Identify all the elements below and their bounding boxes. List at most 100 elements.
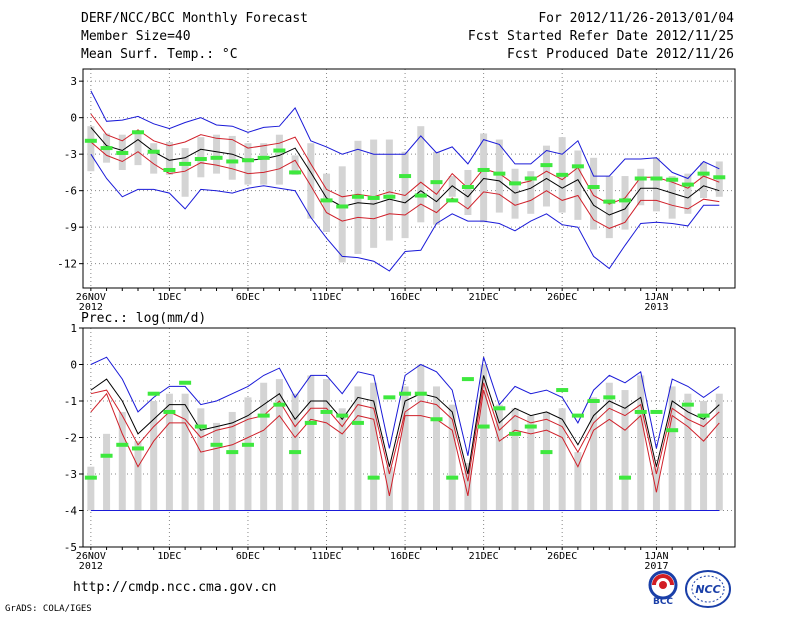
temp-xtick-label: 1JAN bbox=[644, 292, 668, 303]
prec-observed-marker bbox=[179, 380, 192, 385]
temp-xtick-label: 26DEC bbox=[547, 292, 577, 303]
prec-observed-marker bbox=[414, 391, 427, 396]
temp-xtick-label: 6DEC bbox=[236, 292, 260, 303]
temp-observed-marker bbox=[603, 199, 616, 204]
prec-ytick-label: 1 bbox=[70, 322, 77, 335]
temp-spread-box bbox=[307, 143, 315, 219]
temp-observed-marker bbox=[681, 182, 694, 187]
prec-spread-box bbox=[652, 466, 660, 511]
temp-observed-marker bbox=[666, 177, 679, 182]
temp-spread-box bbox=[323, 173, 331, 233]
prec-spread-box bbox=[213, 422, 221, 511]
prec-spread-box bbox=[542, 411, 550, 511]
temp-observed-marker bbox=[524, 176, 537, 181]
temp-observed-marker bbox=[226, 159, 239, 164]
prec-panel-title: Prec.: log(mm/d) bbox=[81, 311, 207, 326]
prec-spread-box bbox=[715, 393, 723, 511]
prec-spread-box bbox=[495, 404, 503, 511]
temp-observed-marker bbox=[697, 171, 710, 176]
temp-spread-box bbox=[542, 145, 550, 207]
prec-spread-box bbox=[668, 386, 676, 511]
prec-ytick-label: -2 bbox=[64, 432, 77, 445]
temp-spread-box bbox=[590, 157, 598, 230]
produced-date: Fcst Produced Date 2012/11/26 bbox=[507, 47, 734, 62]
prec-observed-marker bbox=[399, 391, 412, 396]
temp-spread-box bbox=[495, 139, 503, 213]
temp-observed-marker bbox=[587, 185, 600, 190]
prec-spread-box bbox=[307, 375, 315, 511]
prec-observed-marker bbox=[603, 395, 616, 400]
started-date: Fcst Started Refer Date 2012/11/25 bbox=[467, 29, 734, 44]
prec-spread-box bbox=[228, 411, 236, 511]
prec-spread-box bbox=[480, 364, 488, 511]
temp-observed-marker bbox=[571, 164, 584, 169]
temp-spread-box bbox=[527, 171, 535, 214]
prec-observed-marker bbox=[697, 413, 710, 418]
prec-spread-box bbox=[590, 397, 598, 511]
temp-spread-box bbox=[338, 166, 346, 263]
chart-title: DERF/NCC/BCC Monthly Forecast bbox=[81, 11, 308, 26]
temp-observed-marker bbox=[116, 150, 129, 155]
prec-xtick-label: 26DEC bbox=[547, 551, 577, 562]
prec-observed-marker bbox=[493, 406, 506, 411]
footer-url[interactable]: http://cmdp.ncc.cma.gov.cn bbox=[73, 580, 277, 595]
temp-spread-box bbox=[511, 168, 519, 219]
temp-observed-marker bbox=[477, 167, 490, 172]
prec-observed-marker bbox=[540, 450, 553, 455]
prec-spread-box bbox=[385, 466, 393, 511]
prec-ytick-label: 0 bbox=[70, 359, 77, 372]
temp-spread-box bbox=[652, 157, 660, 212]
prec-spread-box bbox=[637, 375, 645, 511]
temp-spread-box bbox=[417, 126, 425, 223]
temp-spread-box bbox=[637, 168, 645, 206]
prec-spread-box bbox=[244, 397, 252, 511]
temp-observed-marker bbox=[289, 170, 302, 175]
temp-observed-marker bbox=[650, 176, 663, 181]
temp-observed-marker bbox=[351, 194, 364, 199]
prec-observed-marker bbox=[446, 475, 459, 480]
prec-ytick-label: -4 bbox=[64, 505, 78, 518]
prec-xtick-label: 1DEC bbox=[157, 551, 181, 562]
prec-spread-box bbox=[150, 401, 158, 511]
temp-xtick-label: 26NOV bbox=[76, 292, 106, 303]
prec-observed-marker bbox=[367, 475, 380, 480]
temp-spread-box bbox=[621, 176, 629, 230]
prec-spread-box bbox=[558, 408, 566, 511]
prec-observed-marker bbox=[524, 424, 537, 429]
prec-observed-marker bbox=[681, 402, 694, 407]
prec-spread-box bbox=[448, 404, 456, 511]
prec-spread-box bbox=[621, 390, 629, 511]
prec-spread-box bbox=[87, 466, 95, 511]
temp-spread-box bbox=[260, 143, 268, 185]
temp-observed-marker bbox=[179, 161, 192, 166]
temp-observed-marker bbox=[257, 155, 270, 160]
temp-spread-box bbox=[432, 151, 440, 225]
temp-spread-box bbox=[134, 133, 142, 166]
temp-spread-box bbox=[181, 148, 189, 197]
temp-ytick-label: -9 bbox=[64, 221, 77, 234]
prec-spread-box bbox=[700, 401, 708, 511]
prec-spread-box bbox=[118, 411, 126, 511]
prec-xtick-label: 16DEC bbox=[390, 551, 420, 562]
temp-ytick-label: -3 bbox=[64, 148, 77, 161]
prec-xtick-label: 6DEC bbox=[236, 551, 260, 562]
prec-ytick-label: -1 bbox=[64, 395, 77, 408]
temp-spread-box bbox=[244, 143, 252, 185]
prec-observed-marker bbox=[556, 388, 569, 393]
temp-observed-marker bbox=[163, 167, 176, 172]
prec-observed-marker bbox=[289, 450, 302, 455]
temp-xtick-label: 1DEC bbox=[157, 292, 181, 303]
prec-observed-marker bbox=[116, 442, 129, 447]
temp-ytick-label: -12 bbox=[57, 258, 77, 271]
prec-observed-marker bbox=[273, 402, 286, 407]
prec-outer-upper-line bbox=[90, 356, 720, 456]
prec-spread-box bbox=[260, 382, 268, 511]
temp-observed-marker bbox=[446, 198, 459, 203]
temp-observed-marker bbox=[320, 198, 333, 203]
temp-year-label: 2012 bbox=[79, 302, 103, 313]
prec-observed-marker bbox=[84, 475, 97, 480]
prec-xtick-label: 21DEC bbox=[469, 551, 499, 562]
temp-spread-box bbox=[700, 162, 708, 198]
temp-spread-box bbox=[291, 155, 299, 175]
